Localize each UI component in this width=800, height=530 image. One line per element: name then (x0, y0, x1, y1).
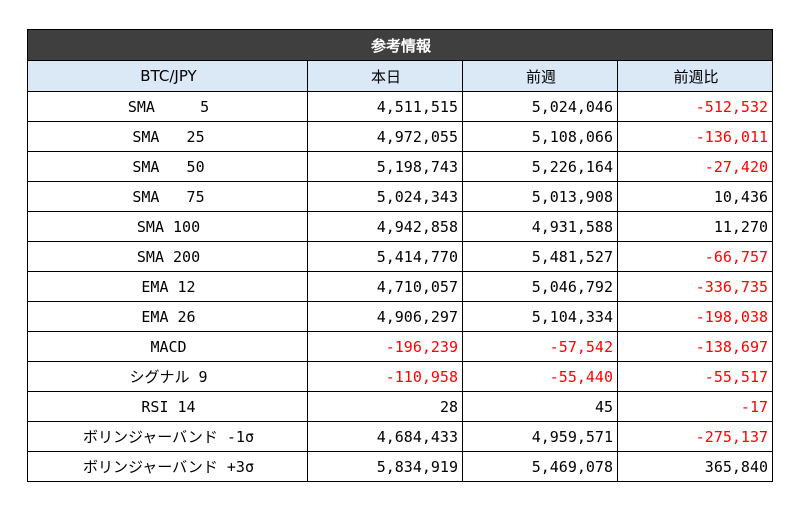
cell-week-change: 365,840 (616, 451, 774, 482)
cell-week-change: -198,038 (616, 301, 774, 332)
cell-today: 4,511,515 (307, 91, 463, 122)
table-row: SMA 5 4,511,515 5,024,046 -512,532 (27, 91, 774, 122)
cell-last-week: 5,024,046 (462, 91, 618, 122)
cell-last-week: 5,226,164 (462, 151, 618, 182)
table-title-row: 参考情報 (26, 29, 774, 61)
cell-today: 28 (307, 391, 463, 422)
cell-last-week: 5,481,527 (462, 241, 618, 272)
table-row: SMA 200 5,414,770 5,481,527 -66,757 (27, 241, 774, 272)
cell-today: 4,906,297 (307, 301, 463, 332)
table-title: 参考情報 (26, 29, 774, 61)
table-row: MACD -196,239 -57,542 -138,697 (27, 331, 774, 362)
cell-today: 5,414,770 (307, 241, 463, 272)
cell-today: -196,239 (307, 331, 463, 362)
row-label: SMA 50 (27, 151, 308, 182)
row-label: SMA 100 (27, 211, 308, 242)
row-label: SMA 200 (27, 241, 308, 272)
cell-week-change: -17 (616, 391, 774, 422)
cell-today: 5,198,743 (307, 151, 463, 182)
row-label: RSI 14 (27, 391, 308, 422)
cell-week-change: 10,436 (616, 181, 774, 212)
cell-last-week: -57,542 (462, 331, 618, 362)
table-row: シグナル 9 -110,958 -55,440 -55,517 (27, 361, 774, 392)
row-label: EMA 26 (27, 301, 308, 332)
cell-last-week: -55,440 (462, 361, 618, 392)
table-row: SMA 100 4,942,858 4,931,588 11,270 (27, 211, 774, 242)
header-today: 本日 (307, 60, 463, 92)
row-label: SMA 75 (27, 181, 308, 212)
header-week-change: 前週比 (616, 60, 774, 92)
cell-today: 4,972,055 (307, 121, 463, 152)
reference-info-table: 参考情報 BTC/JPY 本日 前週 前週比 SMA 5 4,511,515 5,0… (26, 29, 774, 482)
cell-last-week: 5,046,792 (462, 271, 618, 302)
cell-last-week: 5,013,908 (462, 181, 618, 212)
cell-week-change: -275,137 (616, 421, 774, 452)
row-label: MACD (27, 331, 308, 362)
row-label: EMA 12 (27, 271, 308, 302)
header-pair: BTC/JPY (27, 60, 308, 92)
table-row: EMA 26 4,906,297 5,104,334 -198,038 (27, 301, 774, 332)
table-row: SMA 25 4,972,055 5,108,066 -136,011 (27, 121, 774, 152)
table-body: SMA 5 4,511,515 5,024,046 -512,532 SMA 25 4,9… (27, 91, 774, 482)
header-last-week: 前週 (462, 60, 618, 92)
cell-last-week: 5,108,066 (462, 121, 618, 152)
cell-last-week: 5,104,334 (462, 301, 618, 332)
row-label: シグナル 9 (27, 361, 308, 392)
cell-last-week: 4,959,571 (462, 421, 618, 452)
row-label: SMA 25 (27, 121, 308, 152)
table-row: SMA 50 5,198,743 5,226,164 -27,420 (27, 151, 774, 182)
cell-week-change: -66,757 (616, 241, 774, 272)
cell-today: -110,958 (307, 361, 463, 392)
cell-week-change: -136,011 (616, 121, 774, 152)
cell-today: 4,710,057 (307, 271, 463, 302)
table-header-row: BTC/JPY 本日 前週 前週比 (27, 60, 774, 92)
reference-info-panel: 参考情報 BTC/JPY 本日 前週 前週比 SMA 5 4,511,515 5,0… (26, 29, 774, 482)
cell-week-change: -512,532 (616, 91, 774, 122)
cell-last-week: 5,469,078 (462, 451, 618, 482)
table-row: ボリンジャーバンド -1σ 4,684,433 4,959,571 -275,137 (27, 421, 774, 452)
table-row: RSI 14 28 45 -17 (27, 391, 774, 422)
cell-week-change: -138,697 (616, 331, 774, 362)
cell-last-week: 4,931,588 (462, 211, 618, 242)
cell-today: 5,024,343 (307, 181, 463, 212)
table-row: SMA 75 5,024,343 5,013,908 10,436 (27, 181, 774, 212)
row-label: SMA 5 (27, 91, 308, 122)
cell-today: 4,684,433 (307, 421, 463, 452)
table-row: EMA 12 4,710,057 5,046,792 -336,735 (27, 271, 774, 302)
cell-last-week: 45 (462, 391, 618, 422)
cell-week-change: -336,735 (616, 271, 774, 302)
cell-week-change: -55,517 (616, 361, 774, 392)
cell-today: 4,942,858 (307, 211, 463, 242)
table-row: ボリンジャーバンド +3σ 5,834,919 5,469,078 365,840 (27, 451, 774, 482)
row-label: ボリンジャーバンド +3σ (27, 451, 308, 482)
cell-week-change: 11,270 (616, 211, 774, 242)
cell-today: 5,834,919 (307, 451, 463, 482)
cell-week-change: -27,420 (616, 151, 774, 182)
row-label: ボリンジャーバンド -1σ (27, 421, 308, 452)
